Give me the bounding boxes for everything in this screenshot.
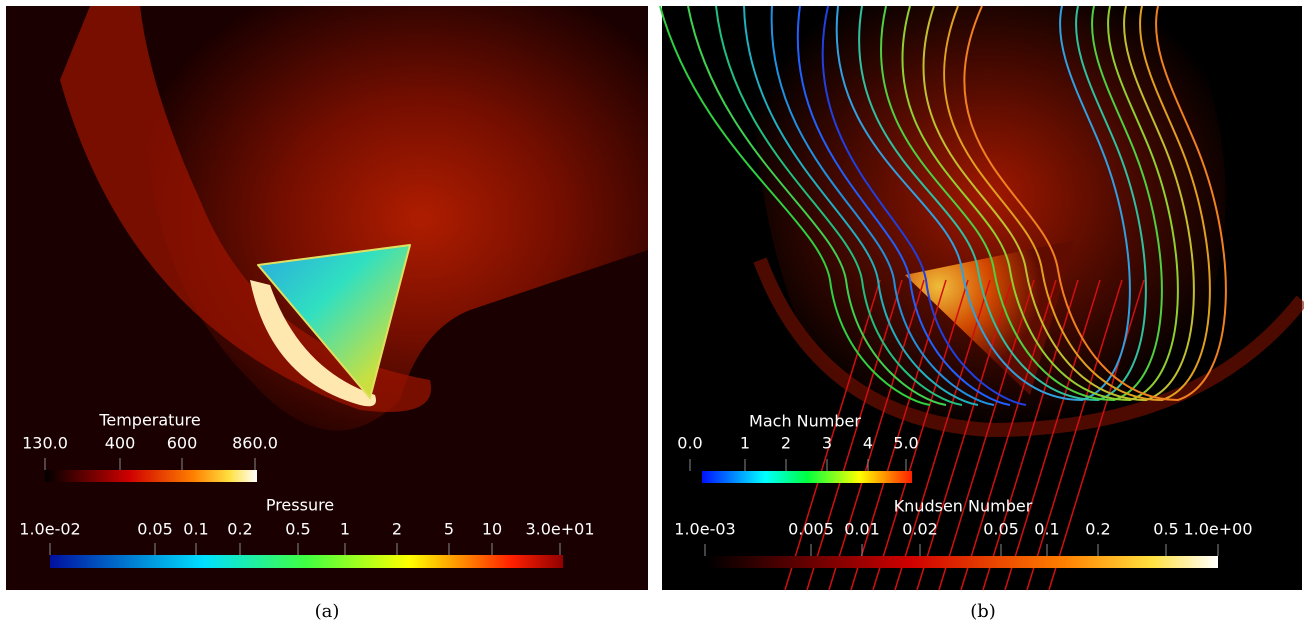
hot-layer: [250, 280, 376, 407]
streamline: [916, 279, 1013, 591]
tick-label: 0.005: [788, 520, 834, 539]
streamline: [872, 279, 969, 591]
caption: (a): [315, 601, 340, 622]
tick-label: 1: [340, 520, 350, 539]
streamline: [743, 5, 979, 406]
panel-b: Mach Number Knudsen Number: [659, 5, 1304, 591]
colorbar: [45, 470, 257, 482]
tick-label: 2: [781, 434, 791, 453]
panel-a: Temperature Pressure: [6, 6, 648, 590]
tick-label: 5.0: [893, 434, 918, 453]
streamline: [821, 5, 1027, 406]
tick-label: 1.0e-02: [19, 520, 80, 539]
streamline: [960, 279, 1057, 591]
tick-label: 0.1: [183, 520, 208, 539]
tick-label: 0.1: [1034, 520, 1059, 539]
tick-label: 860.0: [232, 434, 278, 453]
tick-label: 600: [167, 434, 198, 453]
colorbar-title: Temperature: [98, 411, 200, 430]
body: [257, 244, 411, 399]
shock-layer: [60, 6, 432, 412]
tick-label: 0.05: [983, 520, 1019, 539]
tick-label: 1: [740, 434, 750, 453]
tick-label: 2: [392, 520, 402, 539]
streamline: [715, 5, 963, 406]
streamline: [879, 5, 1163, 402]
streamline: [835, 5, 1131, 402]
streamline: [806, 279, 903, 591]
streamline: [770, 5, 995, 406]
tick-label: 0.05: [137, 520, 173, 539]
streamline: [922, 5, 1195, 402]
streamline: [943, 5, 1211, 402]
colorbar: [707, 556, 1218, 568]
tick-label: 1.0e-03: [674, 520, 735, 539]
streamline: [1026, 279, 1123, 591]
colorbar: [702, 471, 912, 483]
streamline: [1004, 279, 1101, 591]
streamline: [963, 5, 1227, 402]
tick-label: 0.01: [844, 520, 880, 539]
tick-label: 130.0: [22, 434, 68, 453]
tick-label: 3: [822, 434, 832, 453]
tick-label: 400: [105, 434, 136, 453]
tick-label: 0.0: [677, 434, 702, 453]
tick-label: 0.2: [1085, 520, 1110, 539]
tick-label: 0.02: [902, 520, 938, 539]
streamlines: [659, 5, 1227, 591]
streamline: [901, 5, 1179, 402]
streamline: [1048, 279, 1145, 591]
tick-label: 10: [482, 520, 502, 539]
streamline: [796, 5, 1011, 406]
tick-label: 4: [863, 434, 873, 453]
colorbar-title: Mach Number: [749, 412, 861, 431]
tick-label: 0.2: [227, 520, 252, 539]
streamline: [858, 5, 1147, 402]
streamline: [687, 5, 947, 406]
tick-labels: 130.0 400 600 860.01.0e-02 0.05 0.1 0.2 0.5 1 2 5 1…: [19, 434, 1253, 556]
streamline: [850, 279, 947, 591]
shock: [753, 257, 1304, 438]
streamline: [938, 279, 1035, 591]
tick-label: 1.0e+00: [1183, 520, 1252, 539]
tick-label: 0.5: [285, 520, 310, 539]
tick-label: 5: [444, 520, 454, 539]
colorbar-title: Pressure: [266, 496, 334, 515]
colorbar: [50, 555, 563, 568]
tick-label: 3.0e+01: [525, 520, 594, 539]
caption: (b): [970, 601, 996, 622]
streamline: [659, 5, 931, 406]
colorbar-title: Knudsen Number: [894, 497, 1033, 516]
streamline: [784, 279, 881, 591]
streamline: [894, 279, 991, 591]
tick-label: 0.5: [1153, 520, 1178, 539]
